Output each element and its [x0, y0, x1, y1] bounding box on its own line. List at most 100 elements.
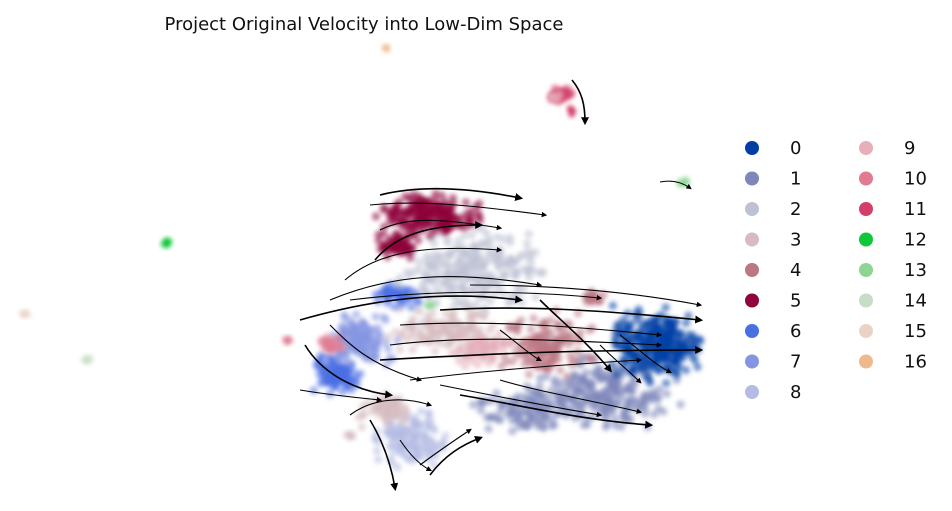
- cluster-point: [482, 343, 491, 352]
- cluster-point: [570, 370, 579, 379]
- cluster-point: [372, 339, 382, 348]
- cluster-point: [551, 375, 560, 384]
- cluster-point: [339, 364, 349, 373]
- cluster-point: [619, 364, 628, 374]
- cluster-point: [489, 344, 499, 353]
- cluster-point: [510, 258, 519, 267]
- legend-marker-16: [859, 354, 873, 369]
- cluster-point: [601, 399, 610, 408]
- cluster-point: [645, 378, 655, 388]
- cluster-point: [494, 263, 503, 273]
- cluster-point: [419, 279, 428, 289]
- cluster-point: [398, 223, 407, 232]
- cluster-point: [600, 412, 610, 421]
- cluster-point: [453, 237, 463, 246]
- cluster-point: [372, 446, 382, 455]
- cluster-point: [523, 421, 532, 431]
- cluster-point: [347, 431, 354, 439]
- cluster-point: [401, 425, 411, 434]
- cluster-point: [575, 336, 584, 345]
- cluster-point: [467, 230, 477, 240]
- legend-label-8: 8: [790, 382, 801, 403]
- cluster-point: [350, 339, 359, 348]
- cluster-point: [442, 261, 451, 270]
- cluster-point: [522, 239, 532, 248]
- cluster-point: [386, 285, 395, 295]
- cluster-point: [426, 326, 435, 335]
- cluster-point: [385, 234, 394, 244]
- cluster-point: [403, 335, 412, 344]
- cluster-point: [612, 370, 621, 379]
- cluster-point: [514, 422, 524, 431]
- velocity-streamline: [599, 344, 642, 384]
- cluster-point: [312, 360, 321, 369]
- cluster-point: [406, 253, 415, 262]
- cluster-point: [541, 400, 551, 409]
- cluster-point: [350, 325, 360, 335]
- cluster-point: [380, 203, 389, 213]
- cluster-11-points: [566, 104, 577, 119]
- cluster-point: [431, 451, 441, 460]
- legend-label-14: 14: [904, 291, 927, 312]
- legend-marker-14: [859, 293, 873, 308]
- cluster-point: [478, 398, 487, 407]
- cluster-point: [542, 363, 551, 373]
- cluster-point: [376, 332, 385, 341]
- cluster-point: [530, 360, 539, 369]
- cluster-point: [373, 323, 382, 333]
- cluster-point: [566, 351, 575, 360]
- cluster-point: [464, 324, 474, 333]
- cluster-point: [381, 338, 390, 347]
- velocity-streamline: [379, 188, 524, 201]
- cluster-point: [573, 355, 582, 365]
- cluster-point: [385, 427, 394, 436]
- cluster-point: [430, 426, 439, 435]
- cluster-point: [475, 336, 485, 345]
- cluster-point: [409, 417, 418, 427]
- cluster-point: [456, 323, 466, 332]
- cluster-point: [444, 340, 454, 350]
- cluster-10-points: [281, 335, 294, 346]
- cluster-point: [659, 334, 668, 344]
- cluster-point: [601, 422, 610, 432]
- cluster-point: [539, 339, 548, 348]
- cluster-point: [380, 244, 389, 253]
- legend-marker-10: [859, 171, 873, 186]
- cluster-point: [641, 403, 650, 413]
- cluster-point: [393, 463, 402, 472]
- cluster-point: [454, 344, 464, 353]
- cluster-point: [563, 384, 572, 394]
- cluster-point: [426, 303, 433, 310]
- cluster-point: [682, 335, 692, 344]
- cluster-point: [430, 347, 440, 356]
- cluster-point: [537, 394, 546, 403]
- cluster-point: [383, 420, 392, 429]
- cluster-point: [414, 236, 423, 245]
- cluster-point: [616, 392, 626, 402]
- velocity-streamline: [571, 79, 589, 126]
- cluster-point: [338, 387, 347, 396]
- velocity-streamline: [329, 276, 543, 301]
- cluster-point: [437, 191, 447, 201]
- cluster-point: [390, 302, 399, 311]
- cluster-point: [662, 389, 671, 398]
- cluster-point: [508, 427, 517, 436]
- legend-marker-1: [745, 171, 759, 186]
- cluster-point: [315, 370, 324, 379]
- legend-marker-15: [859, 324, 873, 338]
- cluster-point: [358, 345, 368, 354]
- velocity-streamline: [439, 384, 603, 418]
- cluster-point: [417, 407, 426, 416]
- velocity-streamline: [369, 202, 548, 218]
- cluster-13-points: [422, 300, 437, 310]
- velocity-streamlines: [299, 79, 704, 492]
- cluster-point: [625, 350, 634, 359]
- cluster-point: [525, 343, 534, 352]
- cluster-point: [331, 381, 341, 391]
- cluster-point: [466, 340, 475, 349]
- cluster-point: [484, 424, 493, 434]
- cluster-point: [459, 231, 469, 241]
- cluster-point: [655, 351, 664, 360]
- cluster-point: [414, 257, 423, 266]
